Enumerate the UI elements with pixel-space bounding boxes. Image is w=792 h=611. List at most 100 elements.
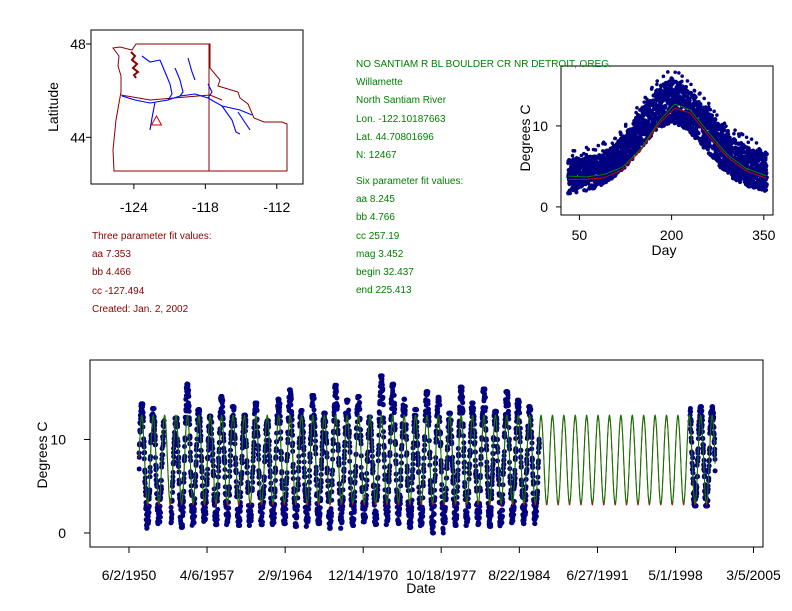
data-point bbox=[673, 120, 678, 125]
data-point bbox=[296, 483, 301, 489]
data-point bbox=[311, 407, 317, 413]
x-tick-label: 50 bbox=[572, 227, 588, 243]
data-point bbox=[193, 483, 199, 489]
data-point bbox=[204, 476, 210, 482]
data-point bbox=[726, 132, 731, 137]
data-point bbox=[709, 113, 715, 118]
data-point bbox=[226, 505, 232, 511]
data-point bbox=[440, 530, 446, 536]
data-point bbox=[651, 98, 656, 103]
data-point bbox=[698, 91, 702, 95]
data-point bbox=[232, 423, 238, 429]
data-point bbox=[278, 418, 283, 424]
x-tick-label: -124 bbox=[120, 199, 148, 215]
data-point bbox=[744, 135, 749, 140]
data-point bbox=[159, 486, 164, 492]
data-point bbox=[442, 516, 448, 522]
data-point bbox=[698, 102, 703, 107]
data-point bbox=[392, 425, 398, 431]
river-line bbox=[141, 55, 161, 63]
data-point bbox=[443, 487, 449, 493]
data-point bbox=[191, 520, 197, 526]
coastline bbox=[130, 51, 140, 79]
data-point bbox=[205, 471, 210, 477]
data-point bbox=[215, 506, 221, 512]
data-point bbox=[583, 188, 589, 193]
data-point bbox=[239, 469, 245, 475]
data-point bbox=[146, 518, 152, 524]
data-point bbox=[431, 511, 437, 517]
data-point bbox=[364, 483, 370, 489]
y-tick-label: 48 bbox=[70, 36, 86, 52]
data-point bbox=[702, 96, 707, 101]
data-point bbox=[335, 403, 340, 409]
data-point bbox=[351, 516, 357, 522]
data-point bbox=[408, 524, 414, 530]
data-point bbox=[317, 505, 323, 511]
data-point bbox=[471, 405, 477, 411]
data-point bbox=[397, 506, 403, 511]
data-point bbox=[653, 127, 659, 132]
data-point bbox=[689, 82, 693, 87]
data-point bbox=[476, 521, 482, 526]
data-point bbox=[329, 510, 334, 516]
data-point bbox=[157, 514, 163, 520]
data-point bbox=[220, 409, 226, 415]
data-point bbox=[663, 103, 668, 109]
data-point bbox=[381, 444, 387, 450]
data-point bbox=[168, 504, 174, 510]
data-point bbox=[183, 420, 188, 426]
data-point bbox=[364, 477, 370, 483]
data-point bbox=[670, 98, 675, 103]
data-point bbox=[454, 512, 460, 518]
data-point bbox=[680, 79, 684, 84]
data-point bbox=[262, 457, 268, 463]
data-point bbox=[726, 128, 730, 133]
data-point bbox=[374, 516, 380, 521]
data-point bbox=[250, 479, 256, 485]
data-point bbox=[261, 491, 267, 497]
data-point bbox=[687, 98, 692, 103]
observation-points bbox=[566, 70, 769, 196]
y-tick-label: 0 bbox=[540, 199, 548, 215]
data-point bbox=[160, 452, 166, 458]
data-point bbox=[645, 97, 649, 101]
data-point bbox=[328, 518, 334, 524]
data-point bbox=[393, 440, 399, 446]
data-point bbox=[357, 400, 363, 406]
data-point bbox=[147, 487, 153, 493]
data-point bbox=[685, 79, 690, 83]
data-point bbox=[439, 487, 445, 493]
data-point bbox=[677, 71, 681, 75]
data-point bbox=[683, 84, 689, 90]
data-point bbox=[634, 110, 638, 115]
data-point bbox=[180, 509, 186, 515]
data-point bbox=[409, 487, 415, 493]
data-point bbox=[294, 514, 300, 520]
data-point bbox=[425, 389, 431, 395]
x-tick-label: 200 bbox=[660, 227, 684, 243]
x-tick-label: -118 bbox=[192, 199, 219, 215]
data-point bbox=[483, 405, 489, 411]
river-line bbox=[207, 83, 213, 99]
data-point bbox=[327, 525, 333, 531]
data-point bbox=[226, 513, 232, 519]
data-point bbox=[430, 524, 436, 530]
data-point bbox=[437, 402, 443, 408]
data-point bbox=[708, 107, 713, 112]
data-point bbox=[757, 147, 762, 151]
data-point bbox=[283, 506, 289, 512]
data-point bbox=[136, 466, 142, 472]
data-point bbox=[328, 506, 334, 512]
data-point bbox=[435, 409, 441, 415]
river-line bbox=[149, 101, 156, 131]
data-point bbox=[453, 523, 459, 528]
data-point bbox=[153, 472, 159, 478]
data-point bbox=[247, 523, 252, 528]
data-point bbox=[186, 408, 192, 414]
data-point bbox=[346, 407, 352, 413]
data-point bbox=[288, 396, 294, 402]
data-point bbox=[261, 483, 267, 489]
data-point bbox=[357, 407, 363, 412]
